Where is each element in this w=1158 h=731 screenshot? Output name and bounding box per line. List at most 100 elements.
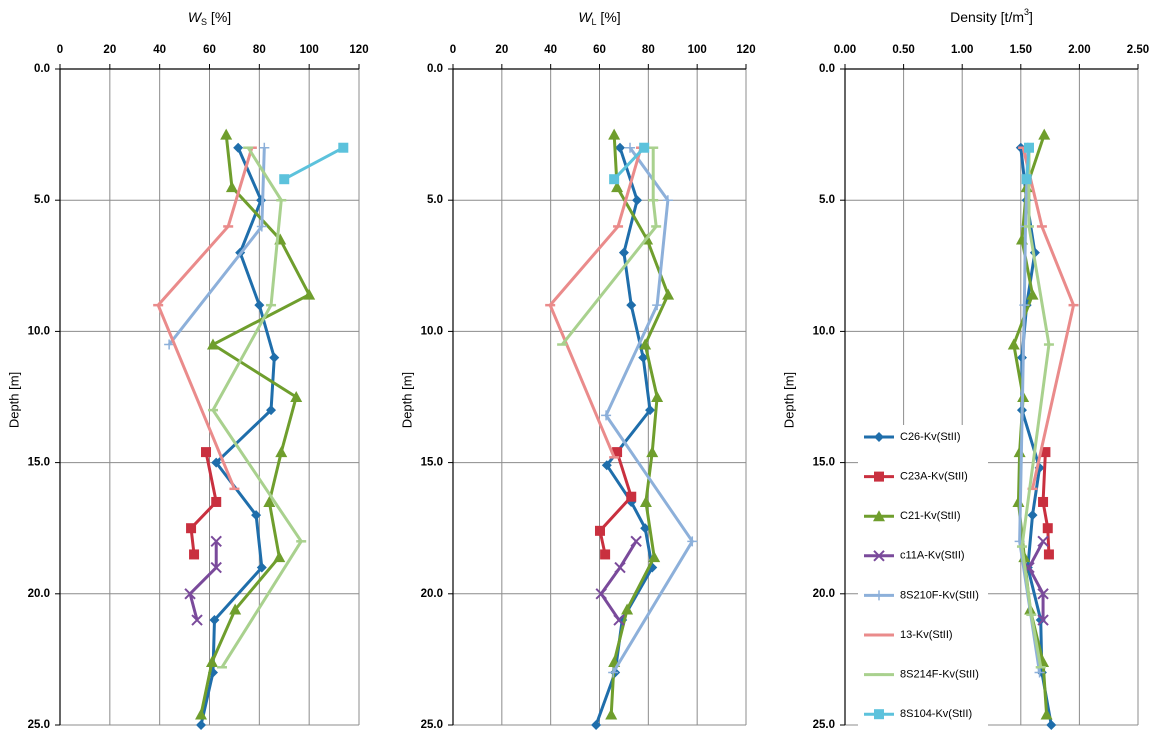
marker	[164, 339, 175, 350]
series-line	[199, 134, 311, 715]
series-line	[613, 146, 646, 181]
marker	[1038, 128, 1051, 140]
marker	[191, 614, 203, 626]
x-tick-label: 2.50	[1127, 44, 1149, 56]
legend-label: C21-Kv(StII)	[900, 510, 961, 522]
marker	[256, 562, 267, 573]
marker	[625, 142, 636, 153]
y-tick-label: 5.0	[819, 194, 835, 206]
marker	[275, 446, 288, 458]
x-tick-label: 60	[203, 44, 216, 56]
x-tick-label: 100	[300, 44, 319, 56]
y-tick-label: 5.0	[34, 194, 50, 206]
marker	[612, 447, 623, 458]
marker	[1021, 174, 1032, 185]
series-line	[199, 147, 276, 726]
legend-label: 8S214F-Kv(StII)	[900, 669, 979, 681]
marker	[210, 535, 222, 548]
y-tick-label: 0.0	[34, 63, 50, 75]
marker	[874, 709, 884, 720]
series-line	[599, 540, 638, 621]
y-tick-label: 0.0	[819, 63, 835, 75]
y-tick-label: 25.0	[28, 719, 50, 731]
y-tick-label: 15.0	[28, 457, 50, 469]
x-tick-label: 0	[57, 44, 63, 56]
marker	[1040, 447, 1051, 458]
marker	[608, 667, 619, 678]
marker	[618, 247, 629, 258]
marker	[1026, 288, 1039, 300]
marker	[601, 460, 612, 471]
series-line	[1041, 452, 1051, 555]
y-axis-label: Depth [m]	[6, 372, 21, 428]
marker	[1042, 523, 1053, 534]
y-tick-label: 20.0	[813, 588, 835, 600]
marker	[626, 491, 637, 502]
x-tick-label: 60	[593, 44, 606, 56]
marker	[1037, 588, 1049, 600]
marker	[652, 300, 663, 311]
series-line	[1020, 147, 1051, 668]
marker	[594, 525, 605, 536]
marker	[233, 142, 244, 153]
marker	[608, 128, 621, 140]
marker	[1040, 708, 1053, 720]
series-line	[609, 134, 670, 715]
x-tick-label: 1.00	[951, 44, 973, 56]
marker	[186, 523, 197, 534]
x-tick-label: 120	[736, 44, 755, 56]
marker	[1013, 446, 1026, 458]
y-tick-label: 15.0	[421, 457, 443, 469]
marker	[651, 391, 664, 402]
title-part: W	[188, 9, 203, 25]
marker	[873, 550, 885, 562]
marker	[251, 510, 262, 521]
marker	[189, 549, 200, 560]
marker	[229, 603, 242, 615]
marker	[225, 181, 238, 193]
y-axis-label: Depth [m]	[781, 372, 796, 428]
marker	[645, 405, 656, 416]
marker	[615, 142, 626, 153]
series-line	[598, 451, 633, 555]
marker	[279, 174, 290, 185]
marker	[201, 447, 212, 458]
title-part: S	[201, 17, 207, 27]
title-part: [%]	[597, 9, 621, 25]
series-line	[188, 541, 218, 621]
marker	[338, 142, 349, 153]
x-tick-label: 2.00	[1068, 44, 1090, 56]
marker	[184, 588, 196, 600]
x-tick-label: 40	[153, 44, 166, 56]
series-line	[211, 146, 303, 669]
y-tick-label: 25.0	[421, 719, 443, 731]
marker	[263, 495, 276, 507]
series-line	[283, 146, 345, 181]
marker	[1034, 667, 1045, 678]
marker	[273, 551, 286, 563]
chart-title: Density [t/m3]	[950, 7, 1033, 24]
x-tick-label: 100	[688, 44, 707, 56]
y-tick-label: 5.0	[427, 194, 443, 206]
marker	[613, 614, 625, 626]
x-tick-label: 0.50	[892, 44, 914, 56]
y-tick-label: 25.0	[813, 719, 835, 731]
marker	[600, 549, 611, 560]
series-line	[189, 451, 218, 555]
title-part: Density [t/m	[950, 9, 1024, 25]
x-tick-label: 20	[103, 44, 116, 56]
x-tick-label: 0	[450, 44, 456, 56]
marker	[290, 391, 303, 402]
x-tick-label: 120	[349, 44, 368, 56]
marker	[646, 446, 659, 458]
marker	[609, 174, 620, 185]
series-line	[1027, 540, 1045, 621]
legend-label: C26-Kv(StII)	[900, 431, 961, 443]
series-line	[560, 147, 658, 346]
marker	[595, 588, 607, 600]
marker	[1038, 496, 1049, 507]
title-part: 3	[1024, 7, 1029, 17]
y-tick-label: 20.0	[421, 588, 443, 600]
marker	[639, 142, 650, 153]
chart-title: WS [%]	[188, 9, 231, 28]
